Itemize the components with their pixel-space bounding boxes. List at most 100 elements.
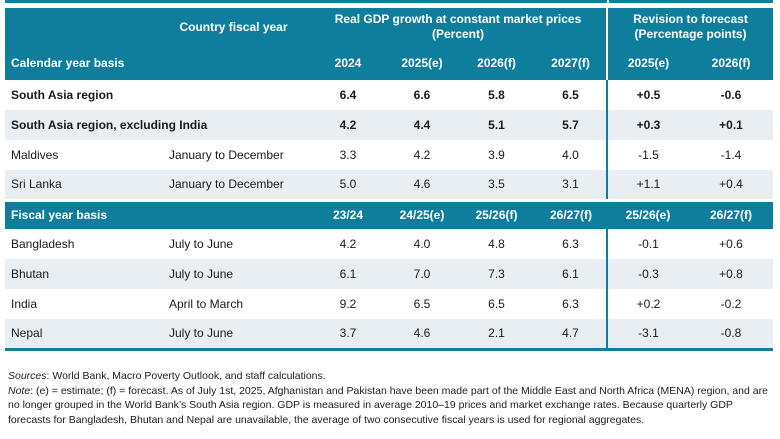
gdp-value-cell: 3.5 [458,170,535,200]
table-row: South Asia region 6.4 6.6 5.8 6.5 +0.5 -0.6 [5,80,773,110]
gdp-value-cell: 6.3 [535,229,607,259]
gdp-value-cell: 4.6 [386,170,458,200]
year-column-header: 2025(e) [386,46,458,80]
revision-value-cell: +0.6 [689,229,773,259]
year-column-header: 25/26(f) [458,198,535,229]
table-row: Sri Lanka January to December 5.0 4.6 3.5 3.1… [5,170,773,200]
fiscal-year-header-row: Fiscal year basis 23/24 24/25(e) 25/26(f) 2… [5,198,773,229]
revision-value-cell: -3.1 [606,319,689,351]
forecast-table: Country fiscal year Real GDP growth at c… [5,0,773,351]
fiscal-basis-body: Bangladesh July to June 4.2 4.0 4.8 6.3 -0.1 +0… [5,229,773,351]
note-label: Note [8,384,31,397]
country-fiscal-year-header: Country fiscal year [157,8,310,46]
top-rule-gap [607,0,609,3]
revision-value-cell: +0.5 [606,80,689,110]
calendar-year-header-row: Calendar year basis 2024 2025(e) 2026(f) 20… [5,46,773,80]
year-column-header: 24/25(e) [386,198,458,229]
calendar-basis-body: South Asia region 6.4 6.6 5.8 6.5 +0.5 -0.6 Sou… [5,80,773,200]
gdp-value-cell: 3.1 [535,170,607,200]
gdp-value-cell: 5.7 [535,110,607,140]
year-column-header: 23/24 [310,198,386,229]
fiscal-period-cell: July to June [157,319,310,351]
gdp-value-cell: 3.9 [458,140,535,170]
gdp-value-cell: 2.1 [458,319,535,351]
gdp-value-cell: 3.7 [310,319,386,351]
country-name-cell: Nepal [5,319,157,351]
revision-value-cell: +1.1 [606,170,689,200]
gdp-value-cell: 5.0 [310,170,386,200]
country-name-cell: Sri Lanka [5,170,157,200]
gdp-value-cell: 6.1 [535,259,607,289]
gdp-value-cell: 6.1 [310,259,386,289]
revision-value-cell: -1.4 [689,140,773,170]
country-name-cell: South Asia region, excluding India [5,110,310,140]
gdp-value-cell: 6.5 [386,289,458,319]
gdp-value-cell: 4.2 [386,140,458,170]
gdp-value-cell: 4.0 [386,229,458,259]
table-row: Bhutan July to June 6.1 7.0 7.3 6.1 -0.3 +0.8 [5,259,773,289]
note-line: Note: (e) = estimate; (f) = forecast. As… [8,384,774,428]
year-column-header: 25/26(e) [607,198,689,229]
revision-value-cell: -0.6 [689,80,773,110]
gdp-growth-table: Country fiscal year Real GDP growth at c… [5,8,773,351]
sources-line: Sources: World Bank, Macro Poverty Outlo… [8,369,774,384]
group-header-row: Country fiscal year Real GDP growth at c… [5,8,773,46]
country-name-cell: Bhutan [5,259,157,289]
top-rule-left-segment [5,0,607,3]
gdp-value-cell: 4.7 [535,319,607,351]
gdp-value-cell: 5.8 [458,80,535,110]
gdp-value-cell: 4.2 [310,229,386,259]
gdp-value-cell: 5.1 [458,110,535,140]
gdp-value-cell: 4.4 [386,110,458,140]
table-footnotes: Sources: World Bank, Macro Poverty Outlo… [8,369,774,427]
revision-value-cell: +0.2 [606,289,689,319]
table-top-rule [5,0,773,3]
gdp-value-cell: 6.5 [458,289,535,319]
year-column-header: 2027(f) [535,46,607,80]
revision-value-cell: +0.3 [606,110,689,140]
fiscal-period-cell: July to June [157,229,310,259]
note-text: : (e) = estimate; (f) = forecast. As of … [8,384,768,426]
revision-value-cell: +0.1 [689,110,773,140]
year-column-header: 2026(f) [458,46,535,80]
country-name-cell: Maldives [5,140,157,170]
gdp-value-cell: 4.0 [535,140,607,170]
sources-text: : World Bank, Macro Poverty Outlook, and… [46,370,326,382]
revision-value-cell: -0.1 [606,229,689,259]
gdp-value-cell: 6.6 [386,80,458,110]
gdp-value-cell: 4.6 [386,319,458,351]
gdp-value-cell: 3.3 [310,140,386,170]
gdp-value-cell: 4.2 [310,110,386,140]
revision-value-cell: -1.5 [606,140,689,170]
revision-group-header: Revision to forecast (Percentage points) [606,8,773,46]
revision-value-cell: -0.3 [606,259,689,289]
revision-value-cell: +0.8 [689,259,773,289]
table-row: South Asia region, excluding India 4.2 4.4… [5,110,773,140]
year-column-header: 2026(f) [689,46,773,80]
fiscal-year-basis-label: Fiscal year basis [5,198,310,229]
country-name-cell: India [5,289,157,319]
fiscal-period-cell: January to December [157,170,310,200]
table-row: Nepal July to June 3.7 4.6 2.1 4.7 -3.1 -0.8 [5,319,773,351]
table-row: India April to March 9.2 6.5 6.5 6.3 +0.2 -0.2 [5,289,773,319]
year-column-header: 2025(e) [606,46,689,80]
fiscal-period-cell: January to December [157,140,310,170]
gdp-value-cell: 7.3 [458,259,535,289]
revision-value-cell: -0.2 [689,289,773,319]
gdp-value-cell: 7.0 [386,259,458,289]
table-row: Maldives January to December 3.3 4.2 3.9 4.0-… [5,140,773,170]
empty-header-cell [5,8,157,46]
gdp-value-cell: 4.8 [458,229,535,259]
gdp-value-cell: 9.2 [310,289,386,319]
gdp-value-cell: 6.3 [535,289,607,319]
top-rule-right-segment [609,0,773,3]
year-column-header: 26/27(f) [689,198,773,229]
gdp-group-header: Real GDP growth at constant market price… [310,8,607,46]
gdp-value-cell: 6.4 [310,80,386,110]
table-row: Bangladesh July to June 4.2 4.0 4.8 6.3 -0.1 +0… [5,229,773,259]
fiscal-period-cell: July to June [157,259,310,289]
calendar-year-basis-label: Calendar year basis [5,46,310,80]
revision-value-cell: +0.4 [689,170,773,200]
revision-value-cell: -0.8 [689,319,773,351]
